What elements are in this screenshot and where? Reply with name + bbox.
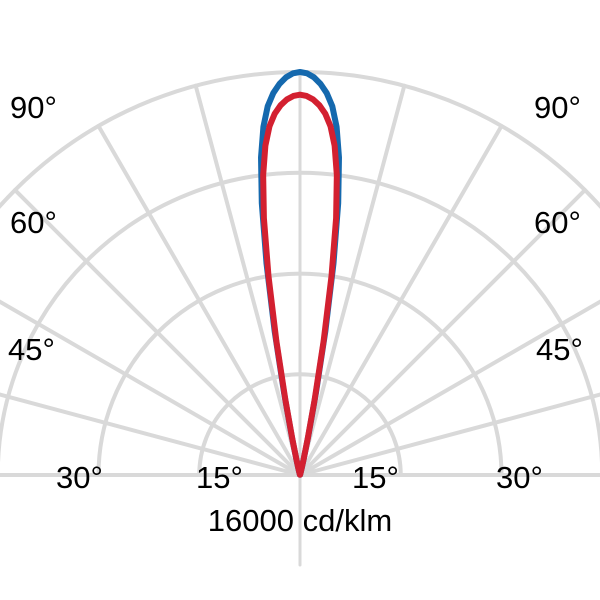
angle-label-right-60: 60°	[534, 205, 581, 240]
angle-label-right-45: 45°	[536, 332, 583, 367]
angle-label-left-90: 90°	[10, 90, 57, 125]
angle-label-right-30: 30°	[496, 460, 543, 495]
angle-label-left-60: 60°	[10, 205, 57, 240]
angle-label-left-30: 30°	[56, 460, 103, 495]
angle-label-left-45: 45°	[8, 332, 55, 367]
intensity-curve-2	[260, 91, 340, 478]
angle-label-right-90: 90°	[534, 90, 581, 125]
angle-label-right-15: 15°	[352, 460, 399, 495]
angle-label-left-15: 15°	[196, 460, 243, 495]
intensity-scale-label: 16000 cd/klm	[207, 503, 393, 538]
intensity-curves	[258, 69, 342, 478]
